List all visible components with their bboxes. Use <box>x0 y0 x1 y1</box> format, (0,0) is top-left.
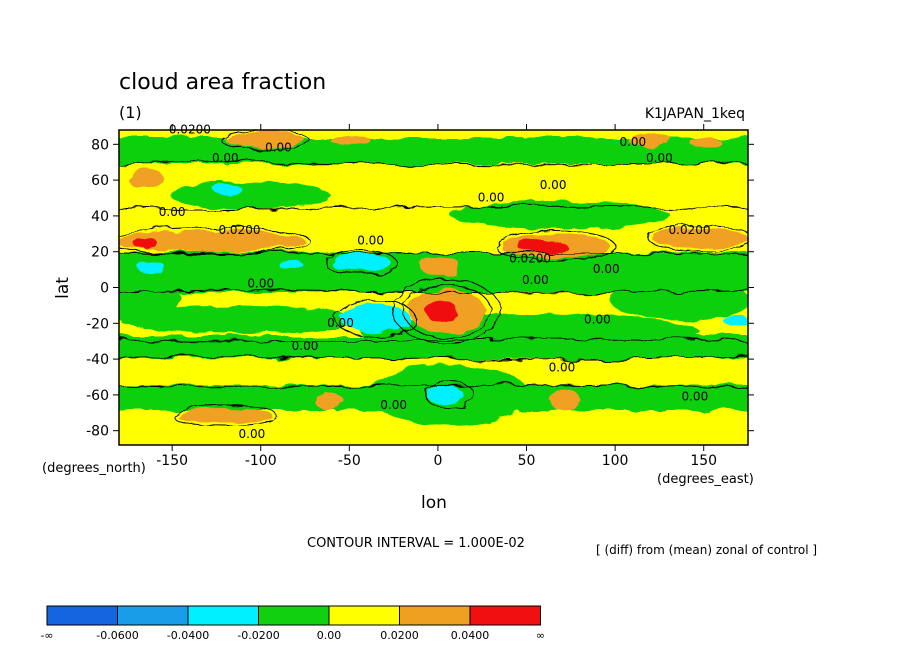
x-axis-units: (degrees_east) <box>657 472 754 487</box>
contour-label: 0.00 <box>478 191 505 205</box>
contour-label: 0.00 <box>247 277 274 291</box>
contour-label: 0.00 <box>239 427 266 441</box>
contour-label: 0.00 <box>380 398 407 412</box>
y-tick-label: -20 <box>86 316 109 332</box>
contour-label: 0.00 <box>212 151 239 165</box>
colorbar-label: ∞ <box>536 629 545 642</box>
y-axis-units: (degrees_north) <box>42 461 146 476</box>
colorbar-label: -0.0200 <box>237 629 279 642</box>
chart-title: cloud area fraction <box>119 70 326 95</box>
chart-subtitle-right: K1JAPAN_1keq <box>645 106 745 122</box>
y-tick-label: -80 <box>86 424 109 440</box>
contour-label: 0.00 <box>327 316 354 330</box>
colorbar-label: -0.0400 <box>167 629 209 642</box>
contour-label: 0.00 <box>265 140 292 154</box>
heatmap-field <box>119 130 748 445</box>
y-tick-label: 0 <box>100 281 109 297</box>
colorbar: -∞ -0.0600 -0.0400 -0.0200 0.00 0.0200 0.0400 ∞ <box>40 605 545 642</box>
chart-subtitle-left: (1) <box>119 103 142 122</box>
contour-label: 0.0200 <box>218 223 260 237</box>
colorbar-label: 0.0400 <box>451 629 490 642</box>
y-tick-label: 80 <box>91 137 109 153</box>
y-axis-label: lat <box>53 277 73 299</box>
x-tick-label: -50 <box>338 453 361 469</box>
contour-label: 0.00 <box>159 205 186 219</box>
y-tick-label: -40 <box>86 352 109 368</box>
colorbar-swatch <box>469 605 541 626</box>
contour-label: 0.0200 <box>509 251 551 265</box>
colorbar-label: -0.0600 <box>96 629 138 642</box>
contour-label: 0.00 <box>584 312 611 326</box>
contour-label: 0.0200 <box>669 223 711 237</box>
y-axis: 80 60 40 20 0 -20 -40 -60 -80 <box>86 137 754 440</box>
x-tick-label: 150 <box>690 453 717 469</box>
colorbar-swatch <box>46 605 118 626</box>
y-tick-label: 20 <box>91 245 109 261</box>
y-tick-label: 40 <box>91 209 109 225</box>
x-tick-label: -150 <box>156 453 188 469</box>
contour-labels: 0.02000.000.000.000.02000.000.000.000.00… <box>159 123 711 441</box>
contour-label: 0.00 <box>540 178 567 192</box>
y-tick-label: 60 <box>91 173 109 189</box>
contour-label: 0.00 <box>646 151 673 165</box>
colorbar-swatch <box>258 605 330 626</box>
x-tick-label: 100 <box>602 453 629 469</box>
contour-label: 0.00 <box>292 339 319 353</box>
contour-label: 0.00 <box>522 273 549 287</box>
x-tick-label: -100 <box>245 453 277 469</box>
colorbar-label: -∞ <box>40 629 53 642</box>
contour-interval: CONTOUR INTERVAL = 1.000E-02 <box>307 536 525 551</box>
colorbar-swatch <box>187 605 259 626</box>
x-tick-label: 50 <box>518 453 536 469</box>
contour-label: 0.00 <box>619 135 646 149</box>
colorbar-swatch <box>328 605 400 626</box>
colorbar-label: 0.0200 <box>380 629 419 642</box>
diff-note: [ (diff) from (mean) zonal of control ] <box>596 543 817 557</box>
x-tick-label: 0 <box>433 453 442 469</box>
contour-label: 0.00 <box>549 361 576 375</box>
contour-label: 0.00 <box>681 389 708 403</box>
colorbar-swatch <box>399 605 471 626</box>
y-tick-label: -60 <box>86 388 109 404</box>
colorbar-swatch <box>117 605 189 626</box>
colorbar-label: 0.00 <box>317 629 342 642</box>
x-axis-label: lon <box>421 493 447 513</box>
contour-label: 0.00 <box>593 262 620 276</box>
contour-label: 0.00 <box>357 234 384 248</box>
x-axis: -150 -100 -50 0 50 100 150 <box>156 124 717 469</box>
